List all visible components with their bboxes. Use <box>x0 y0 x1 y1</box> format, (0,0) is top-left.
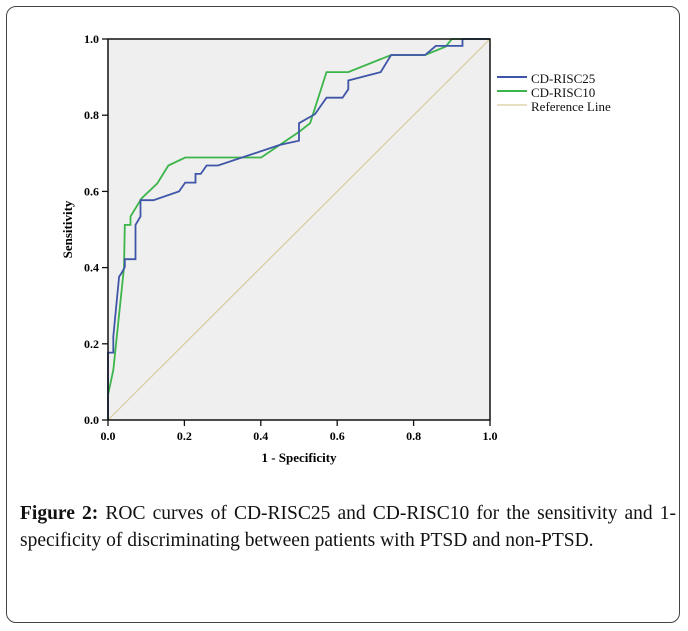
figure-caption: Figure 2: ROC curves of CD-RISC25 and CD… <box>20 500 676 554</box>
figure-frame <box>6 6 680 623</box>
y-tick-label: 0.4 <box>84 261 99 275</box>
legend-label: CD-RISC10 <box>531 85 595 100</box>
series-line-cd-risc25 <box>107 38 490 420</box>
x-tick-label: 0.0 <box>101 429 116 443</box>
x-tick-label: 0.6 <box>330 429 345 443</box>
x-tick-label: 0.4 <box>253 429 268 443</box>
roc-chart: 0.0 0.2 0.4 0.6 0.8 1.0 0.0 0.2 0.4 0.6 0.8 1.0 1 -… <box>60 32 611 465</box>
y-axis-label: Sensitivity <box>60 200 75 258</box>
legend-label: CD-RISC25 <box>531 71 595 86</box>
series-line-reference-line <box>107 38 491 421</box>
y-tick-label: 0.8 <box>84 108 99 122</box>
y-tick-label: 0.2 <box>84 337 99 351</box>
plot-border <box>107 38 491 421</box>
y-tick-label: 0.0 <box>84 413 99 427</box>
caption-text: ROC curves of CD-RISC25 and CD-RISC10 fo… <box>20 503 676 551</box>
y-tick-label: 0.6 <box>84 184 99 198</box>
caption-label: Figure 2: <box>20 503 99 524</box>
y-tick-label: 1.0 <box>84 32 99 46</box>
x-tick-label: 0.8 <box>406 429 421 443</box>
x-tick-label: 1.0 <box>483 429 498 443</box>
x-axis-label: 1 - Specificity <box>261 450 337 465</box>
x-tick-label: 0.2 <box>177 429 192 443</box>
legend-label: Reference Line <box>531 99 611 114</box>
